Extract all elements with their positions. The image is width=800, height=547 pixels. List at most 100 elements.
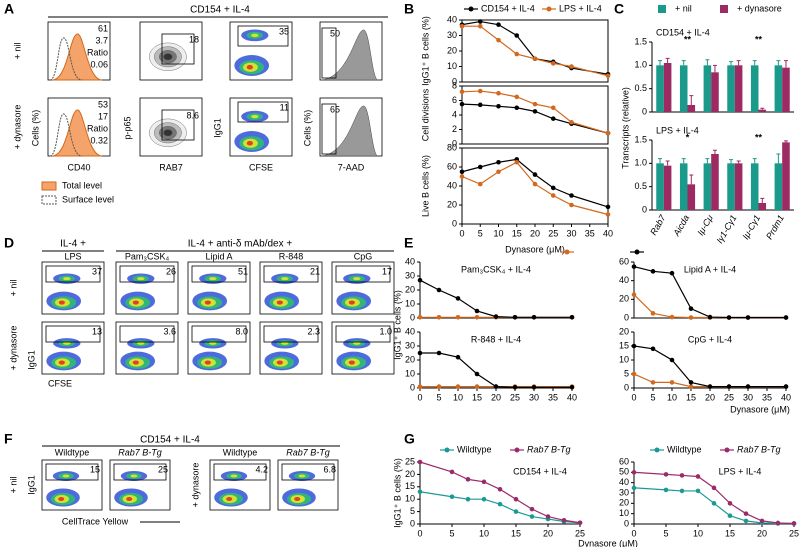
data-point <box>631 470 637 475</box>
data-point <box>669 314 675 320</box>
histogram <box>321 105 379 157</box>
series-line <box>633 345 786 388</box>
gate <box>45 265 101 283</box>
y-tick-label: 25 <box>405 456 415 466</box>
data-point <box>477 181 483 187</box>
cell-cloud <box>137 277 145 281</box>
cell-cloud <box>126 497 133 501</box>
x-tick-label: 25 <box>724 392 734 402</box>
y-tick-label: 30 <box>405 340 415 350</box>
bar <box>774 163 783 210</box>
y-tick-label: 0 <box>452 138 457 148</box>
data-point <box>477 19 483 24</box>
header: IL-4 + <box>60 239 86 250</box>
data-point <box>688 384 694 389</box>
x-tick-label: Iγ1-Cγ1 <box>714 213 738 245</box>
data-point <box>727 513 733 519</box>
bar <box>711 154 719 210</box>
row-label: + dynasore <box>8 326 18 371</box>
bar <box>758 109 767 112</box>
y-tick-label: 8 <box>452 80 457 90</box>
y-tick-label: 1.0 <box>634 158 647 168</box>
data-point <box>707 314 713 320</box>
data-point <box>726 315 732 320</box>
error-bar <box>729 61 734 66</box>
gate <box>191 325 247 343</box>
cell-cloud <box>130 474 138 478</box>
gate <box>263 325 319 343</box>
legend-marker <box>634 249 640 255</box>
x-tick-label: 15 <box>472 392 482 402</box>
data-point <box>455 315 461 320</box>
y-tick-label: 1.0 <box>634 60 647 70</box>
y-tick-label: 10 <box>619 508 629 518</box>
x-tick-label: 20 <box>757 528 767 538</box>
bar <box>687 105 696 112</box>
error-bar <box>681 158 686 164</box>
data-point <box>550 116 556 121</box>
gate-value: 35 <box>279 26 289 36</box>
y-tick-label: 10 <box>405 494 415 504</box>
y-tick-label: 40 <box>619 275 629 285</box>
gate-value: 13 <box>92 326 102 336</box>
x-axis-label: CFSE <box>249 162 273 172</box>
series-line <box>633 471 795 525</box>
data-point <box>477 164 483 170</box>
error-bar <box>665 57 670 63</box>
error-bar <box>705 158 710 164</box>
data-point <box>711 485 717 491</box>
hist-value: 3.7 <box>95 35 108 45</box>
legend-swatch <box>41 195 57 205</box>
legend-label: CD154 + IL-4 <box>481 3 535 13</box>
data-point <box>497 486 503 492</box>
x-tick-label: 20 <box>491 392 501 402</box>
cell-cloud <box>58 497 65 501</box>
x-tick-label: 10 <box>667 392 677 402</box>
data-point <box>775 520 781 526</box>
legend-label: Wildtype <box>667 444 702 454</box>
legend-marker <box>514 447 520 453</box>
y-tick-label: 0 <box>410 382 415 392</box>
x-tick-label: 0 <box>459 228 464 238</box>
data-point <box>569 64 574 69</box>
series-line <box>461 103 609 134</box>
cell-cloud <box>281 341 289 345</box>
gate-value: 17 <box>382 266 392 276</box>
chart-title: CD154 + IL-4 <box>513 466 567 476</box>
legend-marker <box>444 447 450 453</box>
data-point <box>455 296 461 301</box>
gate-value: 51 <box>238 266 248 276</box>
data-point <box>481 496 487 502</box>
header: IL-4 + anti-δ mAb/dex + <box>188 239 293 250</box>
x-tick-label: 25 <box>510 392 520 402</box>
row-label: + nil <box>12 43 22 60</box>
data-point <box>474 315 480 320</box>
y-tick-label: 60 <box>619 456 629 466</box>
y-tick-label: 20 <box>405 469 415 479</box>
data-point <box>605 212 611 217</box>
data-point <box>417 489 423 495</box>
cell-cloud <box>62 474 70 478</box>
x-tick-label: Iμ-Cμ <box>695 213 715 237</box>
x-tick-label: Iμ-Cγ1 <box>740 213 762 241</box>
error-bar <box>752 60 757 66</box>
x-axis-label: CFSE <box>48 378 72 388</box>
x-tick-label: 35 <box>548 392 558 402</box>
cell-cloud <box>204 360 211 365</box>
x-tick-label: 0 <box>417 528 422 538</box>
gate-value: 8.0 <box>235 326 248 336</box>
y-tick-label: 0 <box>410 518 415 528</box>
data-point <box>783 384 789 389</box>
y-tick-label: 10 <box>447 61 457 71</box>
data-point <box>449 494 455 500</box>
data-point <box>669 357 675 363</box>
error-bar <box>712 149 717 154</box>
data-point <box>688 380 694 385</box>
significance: * <box>686 132 690 142</box>
x-tick-label: 5 <box>478 228 483 238</box>
y-tick-label: 30 <box>619 487 629 497</box>
gate-value: 65 <box>330 104 340 114</box>
y-tick-label: 0 <box>624 518 629 528</box>
gate <box>237 101 289 123</box>
